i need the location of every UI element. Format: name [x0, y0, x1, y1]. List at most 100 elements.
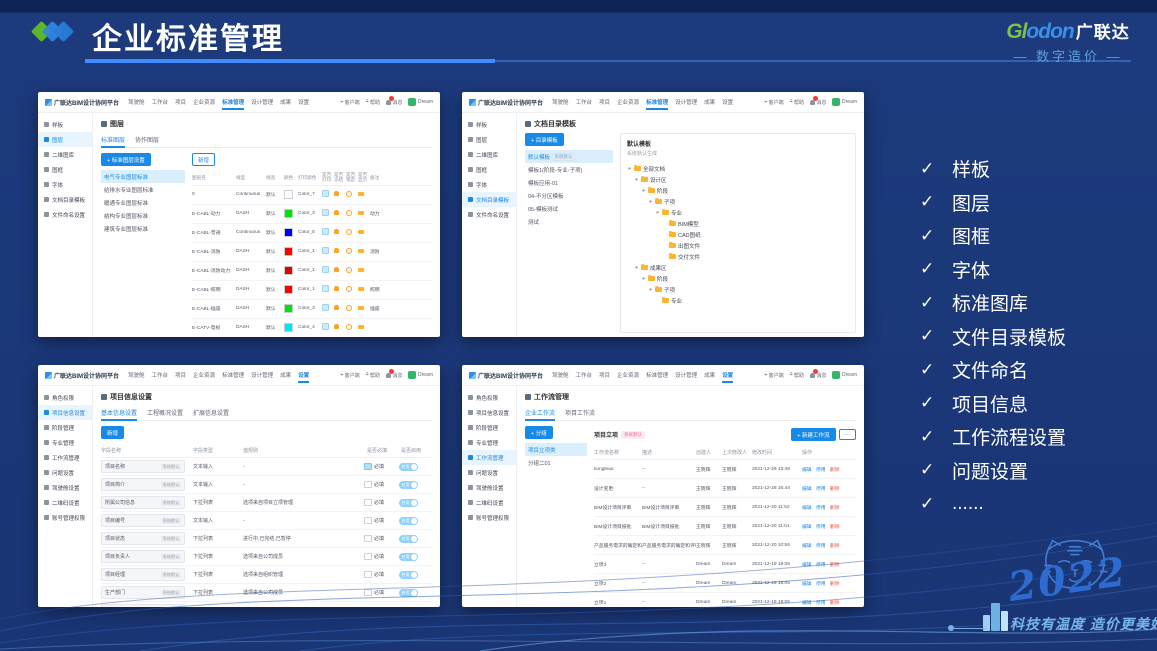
show-flag-cell[interactable] [358, 210, 370, 217]
print-flag-cell[interactable] [322, 266, 334, 275]
help-link[interactable]: ? 帮助 [789, 372, 804, 379]
sidebar-item[interactable]: 角色权限 [462, 390, 516, 405]
nav-item[interactable]: 项目 [175, 100, 187, 106]
print-flag-cell[interactable] [322, 190, 334, 199]
nav-item[interactable]: 设置 [298, 100, 310, 106]
edit-link[interactable]: 编辑 [802, 581, 812, 587]
sidebar-item[interactable]: 文档目录模板 [38, 192, 92, 207]
field-name-input[interactable]: 项目负责人 系统默认 [101, 550, 185, 563]
chevron-down-icon[interactable]: ▾ [642, 275, 645, 282]
required-checkbox[interactable] [364, 516, 372, 525]
edit-link[interactable]: 编辑 [802, 524, 812, 530]
print-flag-cell[interactable] [322, 247, 334, 256]
field-name-input[interactable]: 项目地址系统默认 [101, 604, 185, 607]
nav-item[interactable]: 驾驶舱 [552, 373, 569, 379]
field-name-input[interactable]: 项目状态 系统默认 [101, 532, 185, 545]
show-flag-cell[interactable] [358, 305, 370, 312]
user-menu[interactable]: Dream [832, 98, 857, 106]
tree-node[interactable]: ▾ 成果区 [634, 262, 849, 273]
edit-link[interactable]: 编辑 [802, 486, 812, 492]
messages-link[interactable]: 消息 [809, 95, 826, 106]
nav-item[interactable]: 工作台 [151, 100, 169, 106]
nav-item[interactable]: 设置 [722, 367, 734, 383]
sidebar-item[interactable]: 问题设置 [462, 465, 516, 480]
show-flag-cell[interactable] [358, 191, 370, 198]
layer-group-item[interactable]: 电气专业图层标准 [101, 170, 185, 183]
chevron-down-icon[interactable]: ▾ [635, 176, 638, 183]
template-item[interactable]: 模板应用-01 [528, 180, 558, 187]
edit-link[interactable]: 编辑 [802, 505, 812, 511]
sidebar-item[interactable]: 专业管理 [462, 435, 516, 450]
show-flag-cell[interactable] [358, 286, 370, 293]
template-item[interactable]: 测试 [528, 219, 540, 226]
enable-toggle[interactable]: 启用 [399, 462, 418, 471]
delete-link[interactable]: 删除 [829, 581, 840, 587]
delete-link[interactable]: 删除 [829, 600, 840, 606]
nav-item[interactable]: 项目 [175, 373, 187, 379]
print-flag-cell[interactable] [322, 228, 334, 237]
add-layer-button[interactable]: 新增 [192, 153, 216, 166]
delete-link[interactable]: 删除 [829, 486, 840, 492]
nav-item[interactable]: 工作台 [575, 100, 593, 106]
chevron-down-icon[interactable]: ▾ [649, 198, 652, 205]
nav-item[interactable]: 企业资源 [617, 100, 640, 106]
tree-node[interactable]: ▾ 子项 [648, 284, 849, 295]
print-flag-cell[interactable] [322, 285, 334, 294]
show-flag-cell[interactable] [358, 324, 370, 331]
sidebar-item[interactable]: 专业管理 [38, 435, 92, 450]
tab[interactable]: 标准图层 [101, 133, 126, 148]
freeze-flag-cell[interactable] [334, 305, 346, 312]
nav-item[interactable]: 企业资源 [193, 100, 216, 106]
tree-node[interactable]: ▾ CAD图纸 [662, 229, 849, 240]
enable-toggle[interactable]: 启用 [399, 570, 418, 579]
chevron-down-icon[interactable]: ▾ [635, 264, 638, 271]
disable-link[interactable]: 停用 [815, 505, 826, 511]
tab[interactable]: 企业工作流 [525, 406, 556, 421]
sidebar-item[interactable]: 工作流管理 [462, 450, 516, 465]
nav-item[interactable]: 成果 [704, 100, 716, 106]
sidebar-item[interactable]: 项目信息设置 [38, 405, 92, 420]
nav-item[interactable]: 设计管理 [675, 100, 698, 106]
field-name-input[interactable]: 项目编号 系统默认 [101, 514, 185, 527]
field-name-input[interactable]: 项目经理 系统默认 [101, 568, 185, 581]
sidebar-item[interactable]: 二维码设置 [38, 495, 92, 510]
show-flag-cell[interactable] [358, 248, 370, 255]
sidebar-item[interactable]: 账号管理权限 [462, 510, 516, 525]
nav-item[interactable]: 成果 [280, 373, 292, 379]
template-item[interactable]: 模板1(阶段-专业-子项) [528, 167, 583, 174]
delete-link[interactable]: 删除 [829, 524, 840, 530]
nav-item[interactable]: 设置 [298, 367, 310, 383]
field-name-input[interactable]: 生产部门 系统默认 [101, 586, 185, 599]
sidebar-item[interactable]: 阶段管理 [38, 420, 92, 435]
messages-link[interactable]: 消息 [385, 368, 402, 379]
table-row[interactable]: E-CABL-普通 Continuous 默认 Color_5 [192, 224, 432, 243]
delete-link[interactable]: 删除 [829, 467, 840, 473]
print-flag-cell[interactable] [322, 209, 334, 218]
nav-item[interactable]: 标准管理 [646, 94, 669, 110]
nav-item[interactable]: 设计管理 [251, 373, 274, 379]
enable-toggle[interactable]: 启用 [399, 552, 418, 561]
sidebar-item[interactable]: 文件命名设置 [462, 207, 516, 222]
disable-link[interactable]: 停用 [815, 600, 826, 606]
layer-group-item[interactable]: 给排水专业图层标准 [104, 187, 154, 194]
nav-item[interactable]: 企业资源 [193, 373, 216, 379]
tree-node[interactable]: ▾ 交付文件 [662, 251, 849, 262]
enable-toggle[interactable]: 启用 [399, 480, 418, 489]
lock-flag-cell[interactable] [346, 190, 358, 199]
edit-link[interactable]: 编辑 [802, 562, 812, 568]
table-row[interactable]: E-CABL-消防动力 DASH 默认 Color_1 [192, 262, 432, 281]
messages-link[interactable]: 消息 [385, 95, 402, 106]
chevron-down-icon[interactable]: ▾ [642, 187, 645, 194]
layer-group-settings-button[interactable]: + 标准图层设置 [101, 153, 151, 166]
table-row[interactable]: E-CABL-消防 DASH 默认 Color_1 消防 [192, 243, 432, 262]
enable-toggle[interactable]: 启用 [399, 516, 418, 525]
nav-item[interactable]: 标准管理 [222, 94, 245, 110]
edit-link[interactable]: 编辑 [802, 467, 812, 473]
sidebar-item[interactable]: 驾驶舱设置 [38, 480, 92, 495]
nav-item[interactable]: 项目 [599, 373, 611, 379]
more-button[interactable]: ··· [838, 429, 856, 440]
disable-link[interactable]: 停用 [815, 467, 826, 473]
lock-flag-cell[interactable] [346, 228, 358, 237]
sidebar-item[interactable]: 问题设置 [38, 465, 92, 480]
sidebar-item[interactable]: 样板 [462, 117, 516, 132]
